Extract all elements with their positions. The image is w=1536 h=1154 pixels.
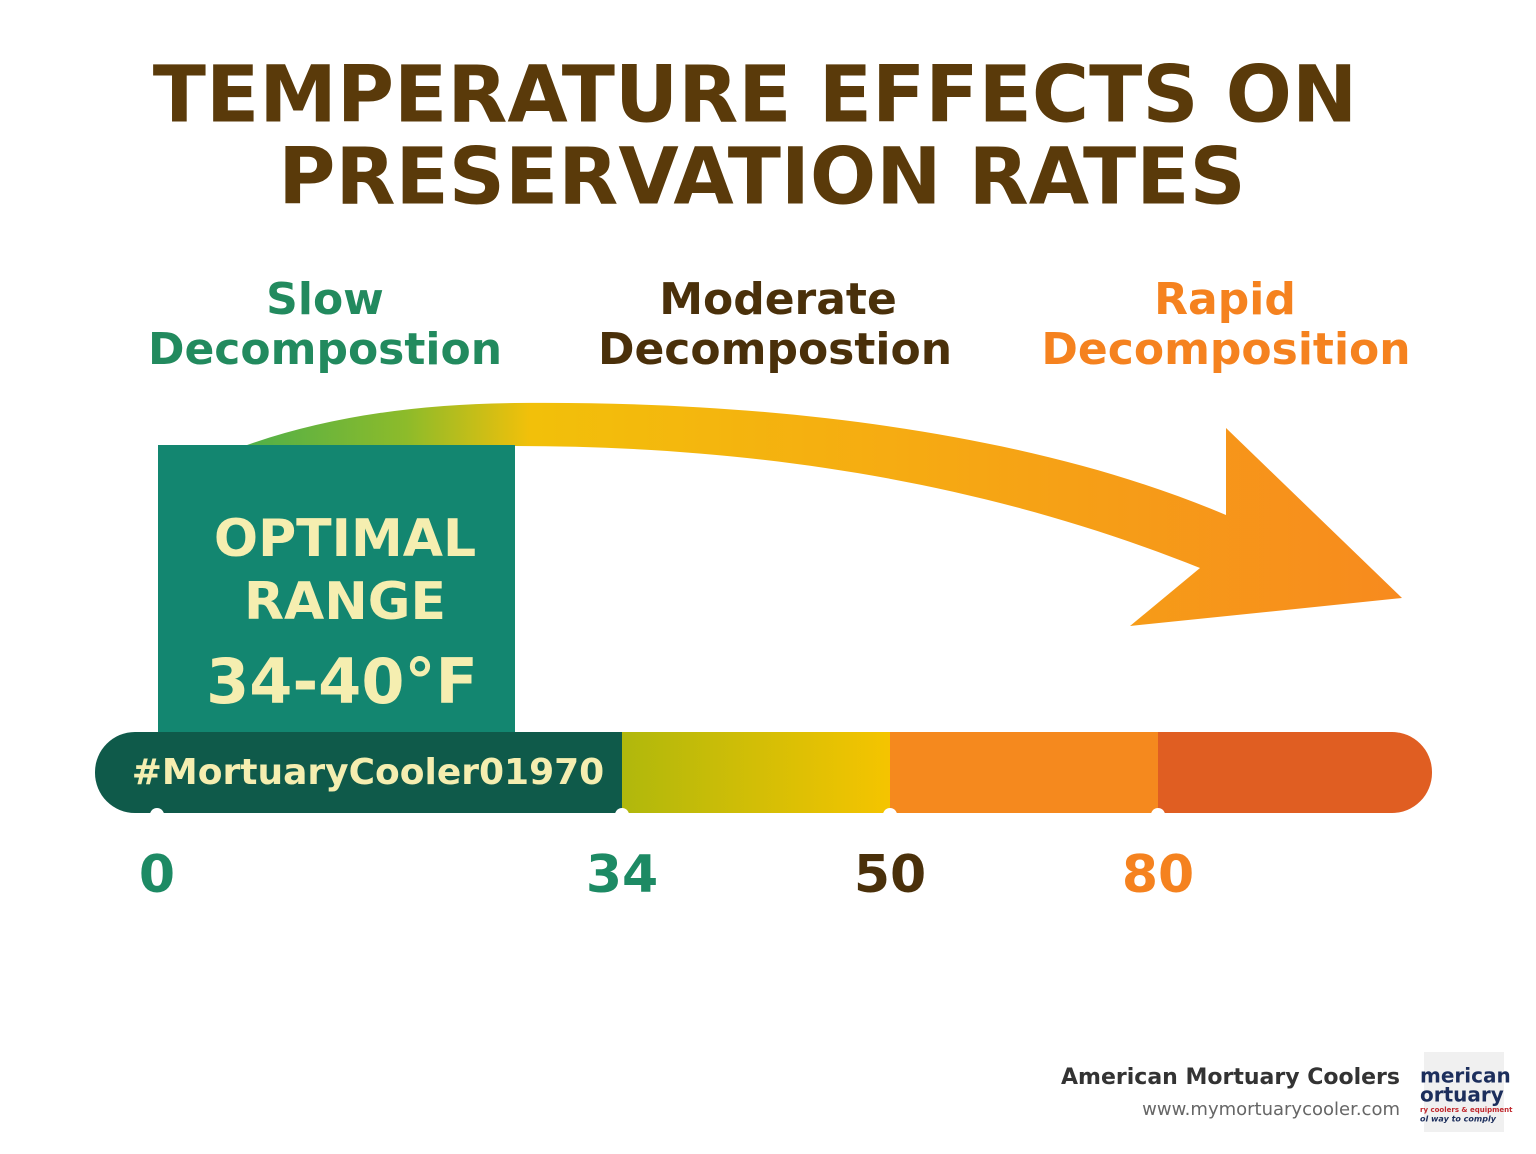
title-line: PRESERVATION RATES (278, 132, 1245, 222)
title-line: TEMPERATURE EFFECTS ON (153, 50, 1357, 140)
zone-label: Decompostion (148, 324, 502, 375)
notch (615, 808, 629, 822)
zone-labels: Slow Decompostion Moderate Decompostion … (148, 274, 1411, 375)
logo-line: merican (1420, 1064, 1511, 1088)
zone-label: Slow (266, 274, 384, 325)
notch (150, 808, 164, 822)
scale-label: 80 (1122, 845, 1194, 905)
notches (150, 808, 1165, 822)
scale-label: 34 (586, 845, 658, 905)
logo-line: ortuary (1420, 1083, 1504, 1107)
logo-line: ol way to comply (1420, 1115, 1497, 1124)
optimal-line: OPTIMAL (214, 509, 476, 569)
logo-box (1424, 1052, 1504, 1132)
notch (1151, 808, 1165, 822)
tag: #MortuaryCooler01970 (132, 752, 604, 793)
zone-label: Moderate (659, 274, 897, 325)
bar-segment (622, 732, 890, 813)
bar-segment (95, 732, 622, 813)
optimal-text: OPTIMAL RANGE 34-40°F (206, 509, 478, 718)
scale-labels: 0 34 50 80 (139, 845, 1194, 905)
scale-label: 50 (854, 845, 926, 905)
company-name: American Mortuary Coolers (1061, 1065, 1400, 1090)
optimal-line: RANGE (244, 572, 446, 632)
zone-label: Decompostion (598, 324, 952, 375)
zone-label: Rapid (1154, 274, 1296, 325)
logo-line: ry coolers & equipment (1420, 1106, 1513, 1114)
scale-label: 0 (139, 845, 175, 905)
trend-arrow (158, 402, 1402, 626)
optimal-box (158, 445, 515, 735)
title: TEMPERATURE EFFECTS ON PRESERVATION RATE… (153, 50, 1357, 222)
temperature-bar (95, 732, 1432, 813)
bar-segment (1158, 732, 1432, 813)
logo: merican ortuary ry coolers & equipment o… (1420, 1064, 1513, 1124)
zone-label: Decomposition (1041, 324, 1410, 375)
notch (883, 808, 897, 822)
company-url: www.mymortuarycooler.com (1142, 1099, 1400, 1120)
optimal-range: 34-40°F (206, 645, 478, 718)
bar-segment (890, 732, 1158, 813)
